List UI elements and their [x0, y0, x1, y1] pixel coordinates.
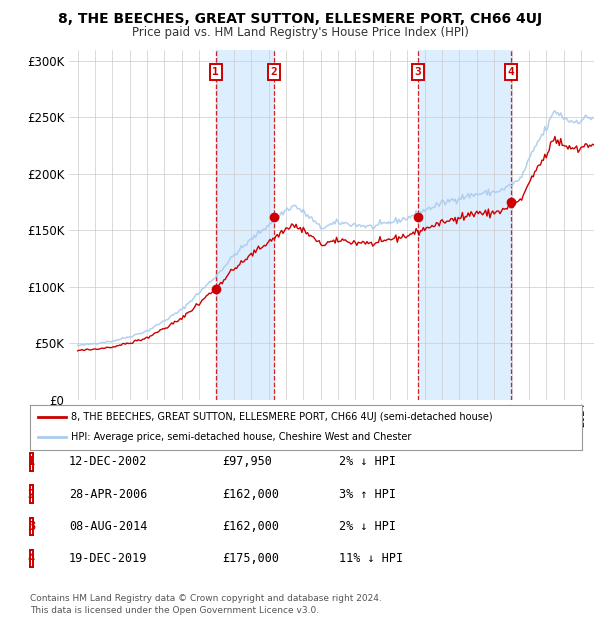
- Text: £162,000: £162,000: [222, 488, 279, 500]
- Bar: [418, 50, 511, 400]
- Text: 11% ↓ HPI: 11% ↓ HPI: [339, 552, 403, 565]
- Text: 12-DEC-2002: 12-DEC-2002: [69, 456, 148, 468]
- Bar: [215, 50, 274, 400]
- Text: 2% ↓ HPI: 2% ↓ HPI: [339, 456, 396, 468]
- Text: 2: 2: [271, 67, 278, 78]
- Text: HPI: Average price, semi-detached house, Cheshire West and Chester: HPI: Average price, semi-detached house,…: [71, 432, 412, 443]
- Text: 08-AUG-2014: 08-AUG-2014: [69, 520, 148, 533]
- Text: 4: 4: [508, 67, 514, 78]
- Text: 2: 2: [28, 488, 35, 500]
- Text: 28-APR-2006: 28-APR-2006: [69, 488, 148, 500]
- Text: 1: 1: [28, 456, 35, 468]
- Text: £175,000: £175,000: [222, 552, 279, 565]
- Text: 2% ↓ HPI: 2% ↓ HPI: [339, 520, 396, 533]
- Text: 1: 1: [212, 67, 219, 78]
- Text: 8, THE BEECHES, GREAT SUTTON, ELLESMERE PORT, CH66 4UJ: 8, THE BEECHES, GREAT SUTTON, ELLESMERE …: [58, 12, 542, 27]
- Text: 3: 3: [415, 67, 421, 78]
- Text: £97,950: £97,950: [222, 456, 272, 468]
- Text: Price paid vs. HM Land Registry's House Price Index (HPI): Price paid vs. HM Land Registry's House …: [131, 26, 469, 39]
- Text: 8, THE BEECHES, GREAT SUTTON, ELLESMERE PORT, CH66 4UJ (semi-detached house): 8, THE BEECHES, GREAT SUTTON, ELLESMERE …: [71, 412, 493, 422]
- Text: £162,000: £162,000: [222, 520, 279, 533]
- Text: 3: 3: [28, 520, 35, 533]
- Text: 4: 4: [28, 552, 35, 565]
- Text: Contains HM Land Registry data © Crown copyright and database right 2024.
This d: Contains HM Land Registry data © Crown c…: [30, 594, 382, 615]
- Text: 3% ↑ HPI: 3% ↑ HPI: [339, 488, 396, 500]
- Text: 19-DEC-2019: 19-DEC-2019: [69, 552, 148, 565]
